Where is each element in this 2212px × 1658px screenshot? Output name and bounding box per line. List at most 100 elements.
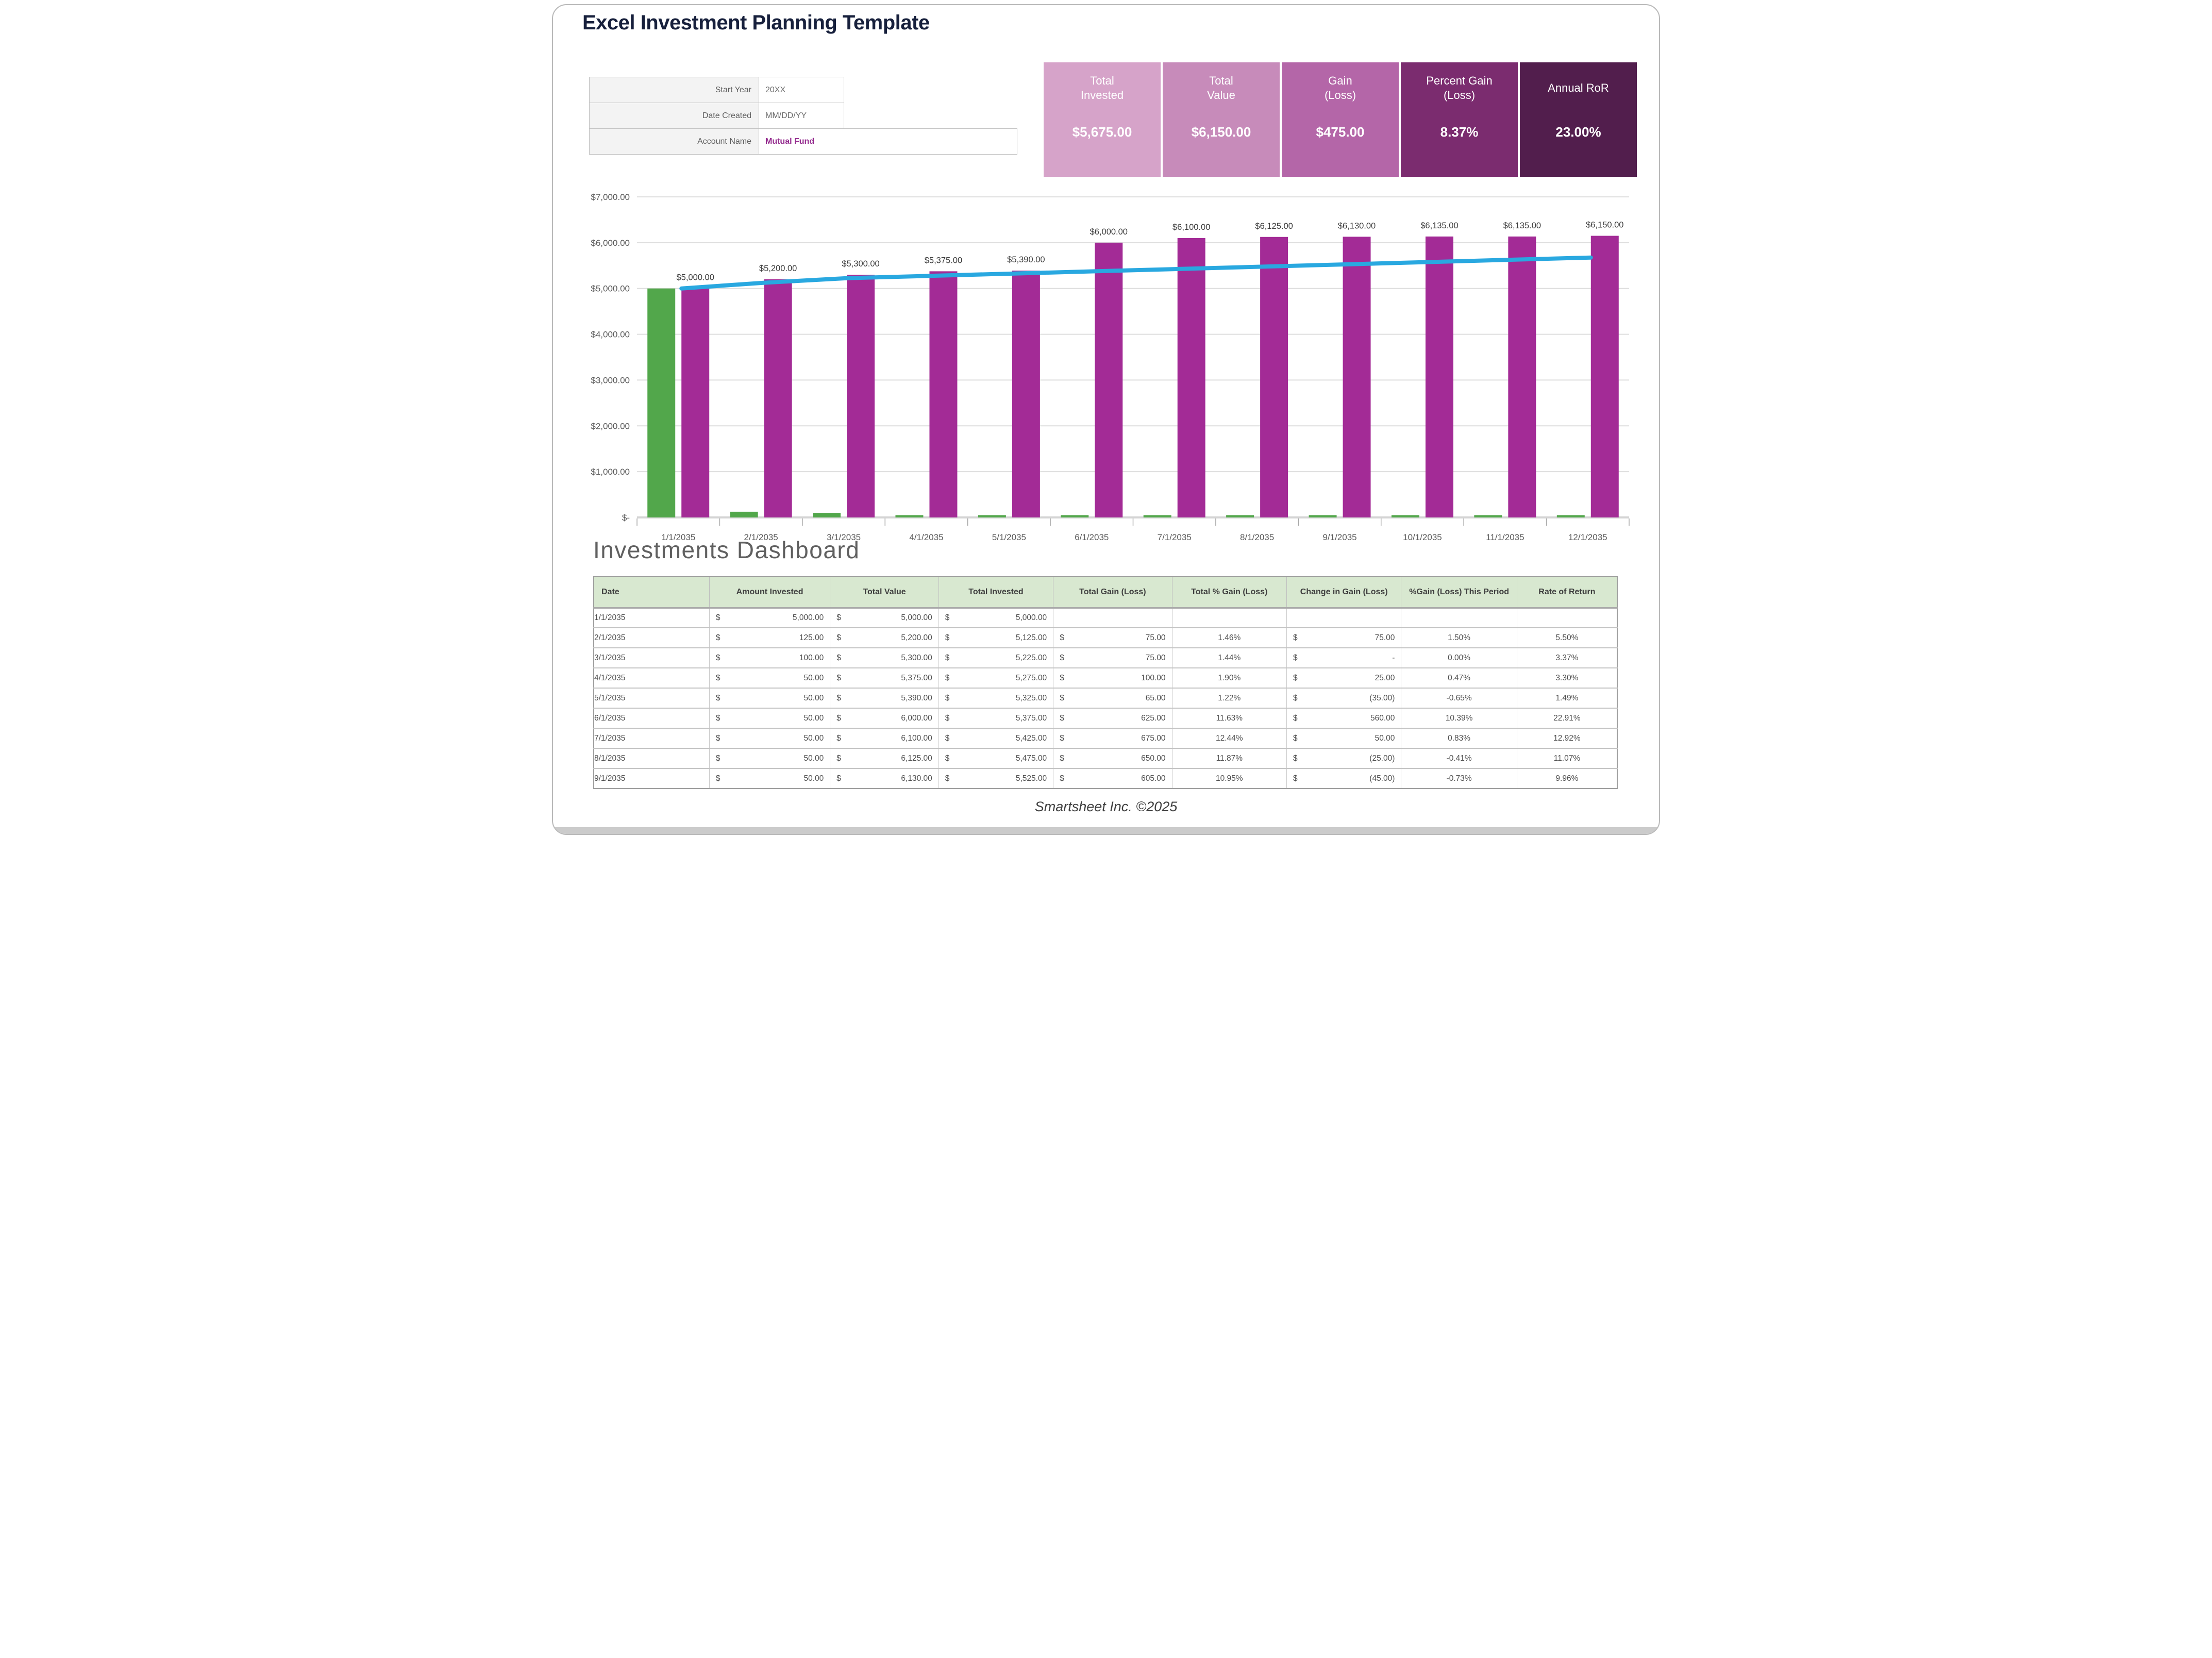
money-cell-content: $5,525.00 bbox=[939, 769, 1053, 788]
cell-total_pct_gain[interactable]: 11.87% bbox=[1171, 748, 1287, 769]
cell-total_pct_gain[interactable] bbox=[1171, 607, 1287, 628]
cell-total_pct_gain[interactable]: 1.90% bbox=[1171, 667, 1287, 689]
cell-total_pct_gain[interactable]: 1.44% bbox=[1171, 647, 1287, 668]
cell-total_invested[interactable]: $5,275.00 bbox=[938, 667, 1054, 689]
money-cell-content: $50.00 bbox=[1287, 729, 1401, 748]
cell-total_gain[interactable] bbox=[1053, 607, 1172, 628]
cell-total_invested[interactable]: $5,475.00 bbox=[938, 748, 1054, 769]
cell-rate_of_return[interactable]: 3.37% bbox=[1516, 647, 1618, 668]
cell-total_gain[interactable]: $650.00 bbox=[1053, 748, 1172, 769]
cell-total_invested[interactable]: $5,225.00 bbox=[938, 647, 1054, 668]
cell-amount_invested[interactable]: $50.00 bbox=[709, 748, 831, 769]
cell-amount_invested[interactable]: $50.00 bbox=[709, 728, 831, 749]
form-row: Account Name Mutual Fund bbox=[589, 128, 1017, 155]
cell-pct_gain_period[interactable]: 0.00% bbox=[1401, 647, 1517, 668]
cell-amount_invested[interactable]: $5,000.00 bbox=[709, 607, 831, 628]
cell-rate_of_return[interactable]: 3.30% bbox=[1516, 667, 1618, 689]
cell-total_invested[interactable]: $5,425.00 bbox=[938, 728, 1054, 749]
cell-total_pct_gain[interactable]: 1.46% bbox=[1171, 627, 1287, 648]
currency-symbol: $ bbox=[836, 774, 841, 783]
cell-change_gain[interactable]: $ (25.00) bbox=[1286, 748, 1402, 769]
cell-change_gain[interactable]: $ (35.00) bbox=[1286, 688, 1402, 709]
form-field-value[interactable]: MM/DD/YY bbox=[759, 103, 844, 129]
cell-date[interactable]: 3/1/2035 bbox=[593, 647, 710, 668]
money-amount: 6,100.00 bbox=[901, 733, 932, 743]
cell-total_value[interactable]: $5,375.00 bbox=[830, 667, 939, 689]
cell-date[interactable]: 1/1/2035 bbox=[593, 607, 710, 628]
cell-date[interactable]: 9/1/2035 bbox=[593, 768, 710, 789]
cell-date[interactable]: 2/1/2035 bbox=[593, 627, 710, 648]
money-cell-content: $560.00 bbox=[1287, 709, 1401, 728]
cell-change_gain[interactable]: $25.00 bbox=[1286, 667, 1402, 689]
cell-total_gain[interactable]: $625.00 bbox=[1053, 708, 1172, 729]
cell-total_gain[interactable]: $605.00 bbox=[1053, 768, 1172, 789]
cell-total_value[interactable]: $6,125.00 bbox=[830, 748, 939, 769]
cell-total_gain[interactable]: $75.00 bbox=[1053, 647, 1172, 668]
cell-amount_invested[interactable]: $125.00 bbox=[709, 627, 831, 648]
bar-data-label: $5,300.00 bbox=[842, 259, 879, 269]
cell-pct_gain_period[interactable]: -0.65% bbox=[1401, 688, 1517, 709]
cell-total_value[interactable]: $5,200.00 bbox=[830, 627, 939, 648]
cell-date[interactable]: 6/1/2035 bbox=[593, 708, 710, 729]
cell-amount_invested[interactable]: $50.00 bbox=[709, 667, 831, 689]
cell-total_value[interactable]: $6,000.00 bbox=[830, 708, 939, 729]
cell-rate_of_return[interactable]: 11.07% bbox=[1516, 748, 1618, 769]
form-field-value[interactable]: Mutual Fund bbox=[759, 128, 1017, 155]
cell-change_gain[interactable]: $ (45.00) bbox=[1286, 768, 1402, 789]
cell-pct_gain_period[interactable]: 10.39% bbox=[1401, 708, 1517, 729]
currency-symbol: $ bbox=[1060, 653, 1064, 662]
cell-rate_of_return[interactable]: 9.96% bbox=[1516, 768, 1618, 789]
cell-change_gain[interactable]: $50.00 bbox=[1286, 728, 1402, 749]
bottom-scrollbar-track[interactable] bbox=[553, 827, 1659, 834]
cell-pct_gain_period[interactable]: -0.73% bbox=[1401, 768, 1517, 789]
cell-pct_gain_period[interactable] bbox=[1401, 607, 1517, 628]
cell-total_value[interactable]: $5,300.00 bbox=[830, 647, 939, 668]
cell-total_value[interactable]: $5,000.00 bbox=[830, 607, 939, 628]
cell-date[interactable]: 8/1/2035 bbox=[593, 748, 710, 769]
bar-data-label: $6,135.00 bbox=[1503, 221, 1541, 230]
cell-change_gain[interactable] bbox=[1286, 607, 1402, 628]
cell-total_pct_gain[interactable]: 11.63% bbox=[1171, 708, 1287, 729]
cell-change_gain[interactable]: $560.00 bbox=[1286, 708, 1402, 729]
cell-total_invested[interactable]: $5,325.00 bbox=[938, 688, 1054, 709]
cell-total_pct_gain[interactable]: 12.44% bbox=[1171, 728, 1287, 749]
currency-symbol: $ bbox=[715, 653, 720, 662]
cell-date[interactable]: 7/1/2035 bbox=[593, 728, 710, 749]
cell-change_gain[interactable]: $75.00 bbox=[1286, 627, 1402, 648]
cell-total_value[interactable]: $6,130.00 bbox=[830, 768, 939, 789]
cell-rate_of_return[interactable]: 22.91% bbox=[1516, 708, 1618, 729]
money-cell-content: $50.00 bbox=[710, 729, 830, 748]
cell-total_invested[interactable]: $5,525.00 bbox=[938, 768, 1054, 789]
cell-total_pct_gain[interactable]: 10.95% bbox=[1171, 768, 1287, 789]
bar-total-value bbox=[1260, 237, 1288, 517]
cell-total_value[interactable]: $5,390.00 bbox=[830, 688, 939, 709]
cell-date[interactable]: 5/1/2035 bbox=[593, 688, 710, 709]
cell-total_value[interactable]: $6,100.00 bbox=[830, 728, 939, 749]
cell-pct_gain_period[interactable]: 0.83% bbox=[1401, 728, 1517, 749]
cell-pct_gain_period[interactable]: -0.41% bbox=[1401, 748, 1517, 769]
cell-rate_of_return[interactable]: 5.50% bbox=[1516, 627, 1618, 648]
cell-pct_gain_period[interactable]: 0.47% bbox=[1401, 667, 1517, 689]
cell-total_gain[interactable]: $100.00 bbox=[1053, 667, 1172, 689]
cell-total_gain[interactable]: $75.00 bbox=[1053, 627, 1172, 648]
cell-amount_invested[interactable]: $50.00 bbox=[709, 708, 831, 729]
cell-amount_invested[interactable]: $50.00 bbox=[709, 768, 831, 789]
cell-pct_gain_period[interactable]: 1.50% bbox=[1401, 627, 1517, 648]
currency-symbol: $ bbox=[945, 713, 950, 723]
bar-data-label: $5,375.00 bbox=[925, 256, 962, 265]
cell-amount_invested[interactable]: $50.00 bbox=[709, 688, 831, 709]
cell-total_invested[interactable]: $5,375.00 bbox=[938, 708, 1054, 729]
cell-change_gain[interactable]: $ - bbox=[1286, 647, 1402, 668]
table-body: 1/1/2035 $5,000.00 $5,000.00 $5,000.00 2/1/2… bbox=[593, 607, 1618, 789]
form-field-value[interactable]: 20XX bbox=[759, 77, 844, 103]
cell-total_pct_gain[interactable]: 1.22% bbox=[1171, 688, 1287, 709]
cell-rate_of_return[interactable] bbox=[1516, 607, 1618, 628]
cell-total_gain[interactable]: $675.00 bbox=[1053, 728, 1172, 749]
cell-date[interactable]: 4/1/2035 bbox=[593, 667, 710, 689]
cell-total_gain[interactable]: $65.00 bbox=[1053, 688, 1172, 709]
cell-amount_invested[interactable]: $100.00 bbox=[709, 647, 831, 668]
cell-rate_of_return[interactable]: 12.92% bbox=[1516, 728, 1618, 749]
cell-total_invested[interactable]: $5,000.00 bbox=[938, 607, 1054, 628]
cell-rate_of_return[interactable]: 1.49% bbox=[1516, 688, 1618, 709]
cell-total_invested[interactable]: $5,125.00 bbox=[938, 627, 1054, 648]
